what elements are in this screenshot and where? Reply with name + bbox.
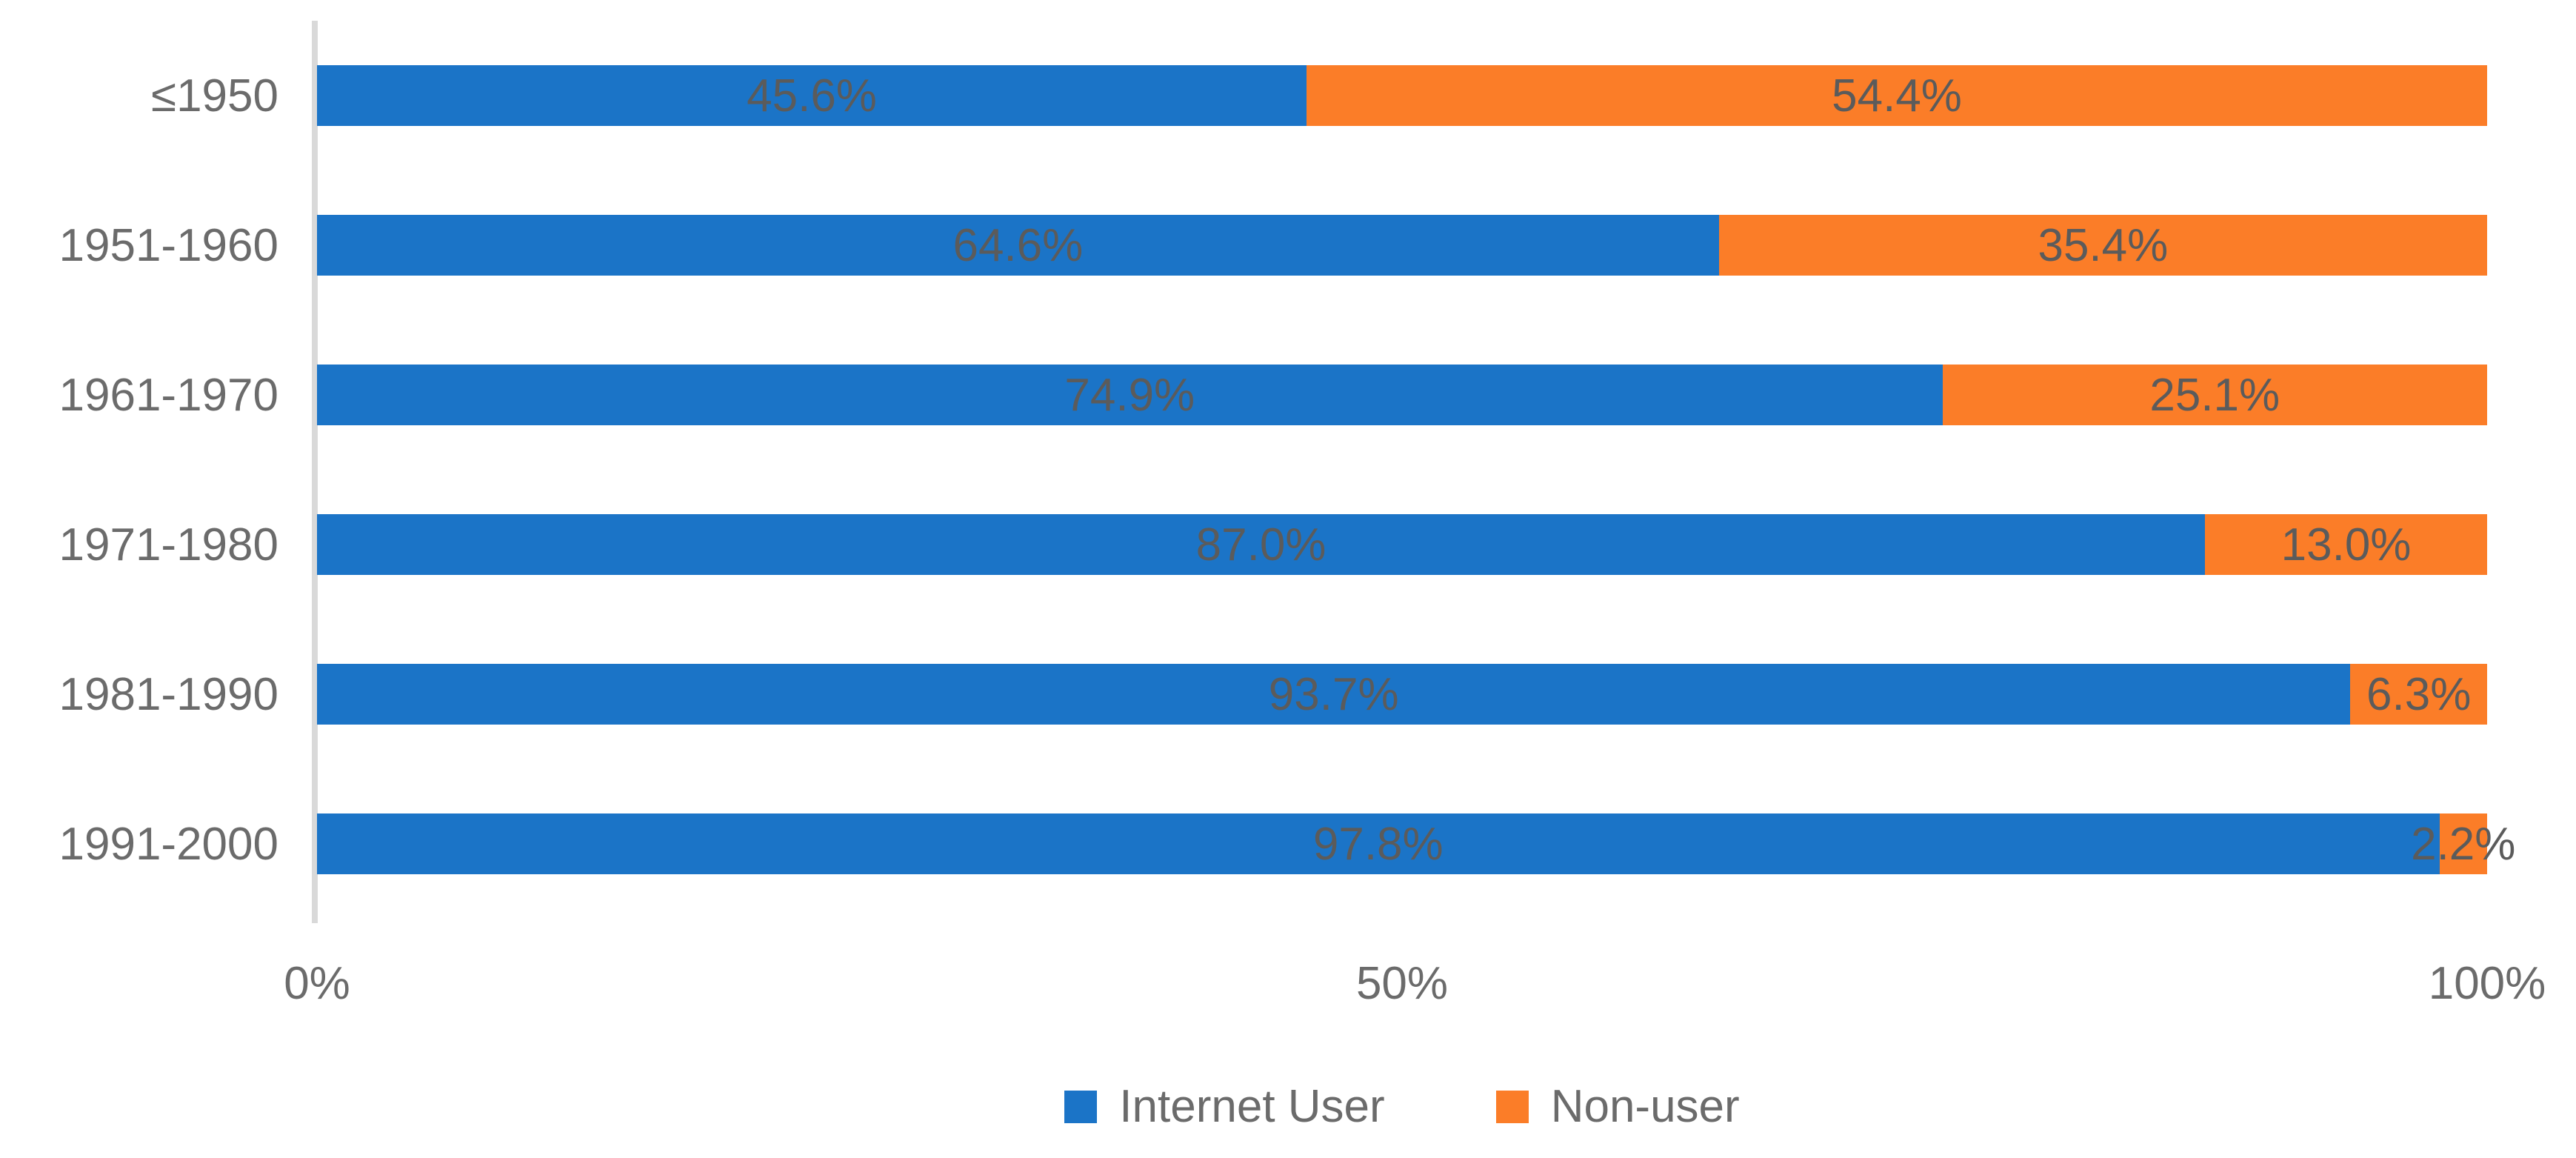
data-label: 45.6% — [747, 70, 877, 122]
x-axis-tick-label: 100% — [2428, 958, 2546, 1009]
data-label: 2.2% — [2411, 818, 2516, 870]
x-axis-tick-label: 0% — [284, 958, 350, 1009]
category-label: ≤1950 — [151, 70, 278, 122]
data-label: 13.0% — [2280, 519, 2412, 570]
category-label: 1991-2000 — [59, 818, 279, 870]
bar-segment-internet-user: 74.9% — [317, 365, 1943, 425]
bar-segment-internet-user: 64.6% — [317, 215, 1719, 276]
data-label: 74.9% — [1064, 369, 1195, 421]
data-label: 64.6% — [952, 219, 1084, 271]
x-axis: 0% 50% 100% — [284, 957, 2546, 1016]
category-label: 1981-1990 — [59, 668, 279, 720]
data-label: 25.1% — [2149, 369, 2280, 421]
data-label: 97.8% — [1312, 818, 1444, 870]
chart-row: 1961-1970 74.9% 25.1% — [0, 320, 2487, 470]
bar-segment-non-user: 2.2% — [2411, 813, 2515, 874]
legend-label: Internet User — [1119, 1081, 1385, 1132]
x-axis-tick-label: 50% — [1355, 958, 1449, 1009]
category-label: 1951-1960 — [59, 219, 279, 271]
legend-item-non-user: Non-user — [1495, 1080, 1740, 1133]
chart-row: 1951-1960 64.6% 35.4% — [0, 170, 2487, 320]
category-axis-line — [312, 21, 318, 923]
data-label: 35.4% — [2038, 219, 2169, 271]
data-label: 93.7% — [1268, 668, 1399, 720]
bar-track: 93.7% 6.3% — [317, 664, 2487, 725]
bar-track: 74.9% 25.1% — [317, 365, 2487, 425]
data-label: 87.0% — [1195, 519, 1327, 570]
bar-segment-non-user: 6.3% — [2350, 664, 2487, 725]
category-label: 1961-1970 — [59, 369, 279, 421]
chart-row: 1971-1980 87.0% 13.0% — [0, 470, 2487, 619]
bar-track: 45.6% 54.4% — [317, 65, 2487, 126]
legend-swatch-icon — [1495, 1090, 1529, 1123]
bar-segment-non-user: 35.4% — [1718, 215, 2487, 276]
bar-segment-internet-user: 93.7% — [317, 664, 2351, 725]
data-label: 6.3% — [2366, 668, 2472, 720]
legend: Internet User Non-user — [317, 1080, 2487, 1133]
legend-item-internet-user: Internet User — [1064, 1080, 1385, 1133]
bar-segment-internet-user: 97.8% — [317, 813, 2440, 874]
data-label: 54.4% — [1832, 70, 1962, 122]
bar-segment-non-user: 54.4% — [1307, 65, 2487, 126]
plot-rows: ≤1950 45.6% 54.4% 1951-1960 64.6% 35.4% 1961-1… — [0, 21, 2515, 919]
category-label: 1971-1980 — [59, 519, 279, 570]
chart-row: 1991-2000 97.8% 2.2% — [0, 769, 2515, 919]
bar-segment-non-user: 25.1% — [1942, 365, 2487, 425]
chart-row: ≤1950 45.6% 54.4% — [0, 21, 2487, 170]
legend-swatch-icon — [1064, 1090, 1098, 1123]
bar-segment-internet-user: 87.0% — [317, 514, 2206, 575]
bar-segment-internet-user: 45.6% — [317, 65, 1307, 126]
bar-segment-non-user: 13.0% — [2205, 514, 2487, 575]
bar-track: 97.8% 2.2% — [317, 813, 2515, 874]
bar-track: 64.6% 35.4% — [317, 215, 2487, 276]
chart-row: 1981-1990 93.7% 6.3% — [0, 619, 2487, 769]
legend-label: Non-user — [1550, 1081, 1740, 1132]
bar-track: 87.0% 13.0% — [317, 514, 2487, 575]
